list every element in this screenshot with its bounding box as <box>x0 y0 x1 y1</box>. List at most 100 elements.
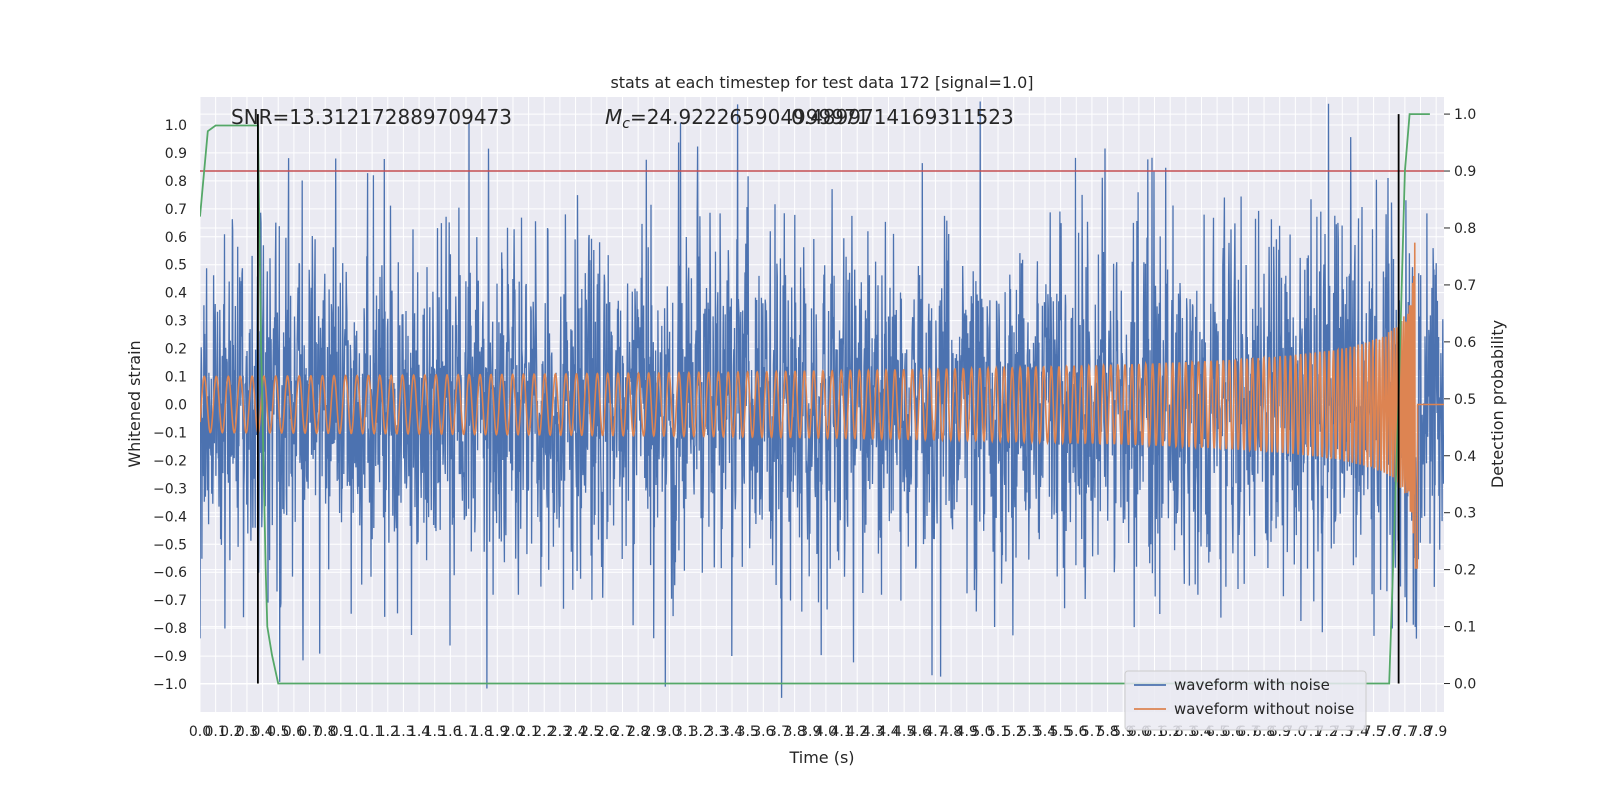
y-tick-label: −0.5 <box>153 537 187 553</box>
x-tick-label: 2.9 <box>643 724 665 740</box>
y2-tick-label: 0.1 <box>1454 620 1476 636</box>
x-tick-label: 7.6 <box>1378 724 1400 740</box>
x-tick-label: 3.8 <box>783 724 805 740</box>
x-tick-label: 2.5 <box>580 724 602 740</box>
x-tick-label: 0.6 <box>283 724 305 740</box>
x-tick-label: 1.2 <box>377 724 399 740</box>
x-tick-label: 0.3 <box>236 724 258 740</box>
x-tick-label: 3.3 <box>705 724 727 740</box>
x-tick-label: 0.0 <box>189 724 211 740</box>
x-tick-label: 4.4 <box>877 724 899 740</box>
x-tick-label: 4.6 <box>909 724 931 740</box>
x-tick-label: 2.6 <box>596 724 618 740</box>
y-axis-label: Whitened strain <box>125 340 144 467</box>
x-tick-label: 1.7 <box>455 724 477 740</box>
overlap-annotation: 0.4899714169311523 <box>791 105 1014 129</box>
x-tick-label: 4.0 <box>815 724 837 740</box>
y-tick-label: 0.0 <box>165 398 187 414</box>
x-tick-label: 2.4 <box>564 724 586 740</box>
x-tick-label: 7.5 <box>1362 724 1384 740</box>
legend-label-clean: waveform without noise <box>1174 700 1354 718</box>
x-tick-label: 2.3 <box>549 724 571 740</box>
x-tick-label: 7.8 <box>1409 724 1431 740</box>
x-tick-label: 2.8 <box>627 724 649 740</box>
x-tick-label: 4.1 <box>830 724 852 740</box>
x-tick-label: 2.0 <box>502 724 524 740</box>
y-tick-label: 0.6 <box>165 230 187 246</box>
x-tick-label: 5.2 <box>1003 724 1025 740</box>
x-tick-label: 4.3 <box>862 724 884 740</box>
y2-tick-label: 0.9 <box>1454 164 1476 180</box>
legend-box <box>1124 670 1367 731</box>
x-tick-label: 2.1 <box>517 724 539 740</box>
x-tick-label: 3.4 <box>721 724 743 740</box>
series-detection-probability <box>200 113 1430 685</box>
chart-title: stats at each timestep for test data 172… <box>610 73 1033 92</box>
y2-tick-label: 0.5 <box>1454 392 1476 408</box>
y2-tick-label: 1.0 <box>1454 107 1476 123</box>
y-tick-label: 0.8 <box>165 174 187 190</box>
x-tick-label: 4.2 <box>846 724 868 740</box>
x-tick-label: 5.6 <box>1065 724 1087 740</box>
snr-annotation: SNR=13.312172889709473 <box>231 105 512 129</box>
y2-tick-label: 0.7 <box>1454 278 1476 294</box>
x-tick-label: 3.0 <box>658 724 680 740</box>
y-tick-label: −0.1 <box>153 425 187 441</box>
y-tick-label: 0.9 <box>165 146 187 162</box>
y-tick-label: −0.2 <box>153 453 187 469</box>
y-tick-label: −0.6 <box>153 565 187 581</box>
vertical-markers <box>256 114 1400 684</box>
x-tick-label: 3.1 <box>674 724 696 740</box>
y2-tick-labels: 1.0 0.9 0.8 0.7 0.6 0.5 0.4 0.3 0.2 0.1 0.0 <box>1454 107 1476 692</box>
x-tick-label: 4.8 <box>940 724 962 740</box>
x-tick-label: 0.7 <box>298 724 320 740</box>
x-tick-label: 0.1 <box>205 724 227 740</box>
y-tick-label: −0.3 <box>153 481 187 497</box>
x-tick-label: 5.8 <box>1096 724 1118 740</box>
mc-value: =24.922265904999971 <box>630 105 869 129</box>
x-tick-label: 1.1 <box>361 724 383 740</box>
x-tick-label: 1.0 <box>345 724 367 740</box>
mc-symbol: M <box>605 105 622 129</box>
x-tick-label: 0.4 <box>251 724 273 740</box>
x-tick-label: 3.6 <box>752 724 774 740</box>
x-tick-label: 4.7 <box>924 724 946 740</box>
x-tick-label: 7.7 <box>1394 724 1416 740</box>
y-tick-labels: 1.0 0.9 0.8 0.7 0.6 0.5 0.4 0.3 0.2 0.1 0.0 −0.1 −0.… <box>153 118 187 693</box>
x-tick-label: 2.2 <box>533 724 555 740</box>
y2-axis-label: Detection probability <box>1488 320 1507 488</box>
x-tick-label: 3.2 <box>690 724 712 740</box>
y2-tick-label: 0.4 <box>1454 449 1476 465</box>
x-tick-label: 1.4 <box>408 724 430 740</box>
x-tick-label: 5.3 <box>1018 724 1040 740</box>
x-tick-label: 1.3 <box>392 724 414 740</box>
y2-tick-label: 0.3 <box>1454 506 1476 522</box>
y-tick-label: −0.8 <box>153 621 187 637</box>
x-tick-label: 1.6 <box>439 724 461 740</box>
x-tick-label: 1.8 <box>471 724 493 740</box>
legend: waveform with noise waveform without noi… <box>1124 670 1367 731</box>
y2-tick-label: 0.8 <box>1454 221 1476 237</box>
x-tick-label: 1.9 <box>486 724 508 740</box>
x-tick-label: 3.5 <box>737 724 759 740</box>
x-tick-label: 3.9 <box>799 724 821 740</box>
y-tick-label: 0.7 <box>165 202 187 218</box>
y-tick-label: 0.4 <box>165 286 187 302</box>
x-tick-label: 5.5 <box>1049 724 1071 740</box>
y-tick-label: 1.0 <box>165 118 187 134</box>
x-tick-label: 4.9 <box>956 724 978 740</box>
y2-tick-label: 0.2 <box>1454 563 1476 579</box>
x-tick-label: 7.9 <box>1425 724 1447 740</box>
mc-annotation: Mc=24.922265904999971 <box>605 105 869 132</box>
x-tick-label: 5.7 <box>1081 724 1103 740</box>
x-tick-label: 1.5 <box>424 724 446 740</box>
x-axis-label: Time (s) <box>788 748 854 767</box>
y-tick-label: 0.1 <box>165 370 187 386</box>
series-waveform-without-noise <box>200 242 1444 569</box>
x-tick-label: 0.2 <box>220 724 242 740</box>
x-tick-label: 0.9 <box>330 724 352 740</box>
y2-tick-label: 0.6 <box>1454 335 1476 351</box>
x-tick-label: 5.4 <box>1034 724 1056 740</box>
x-tick-label: 5.1 <box>987 724 1009 740</box>
y-tick-label: 0.3 <box>165 314 187 330</box>
